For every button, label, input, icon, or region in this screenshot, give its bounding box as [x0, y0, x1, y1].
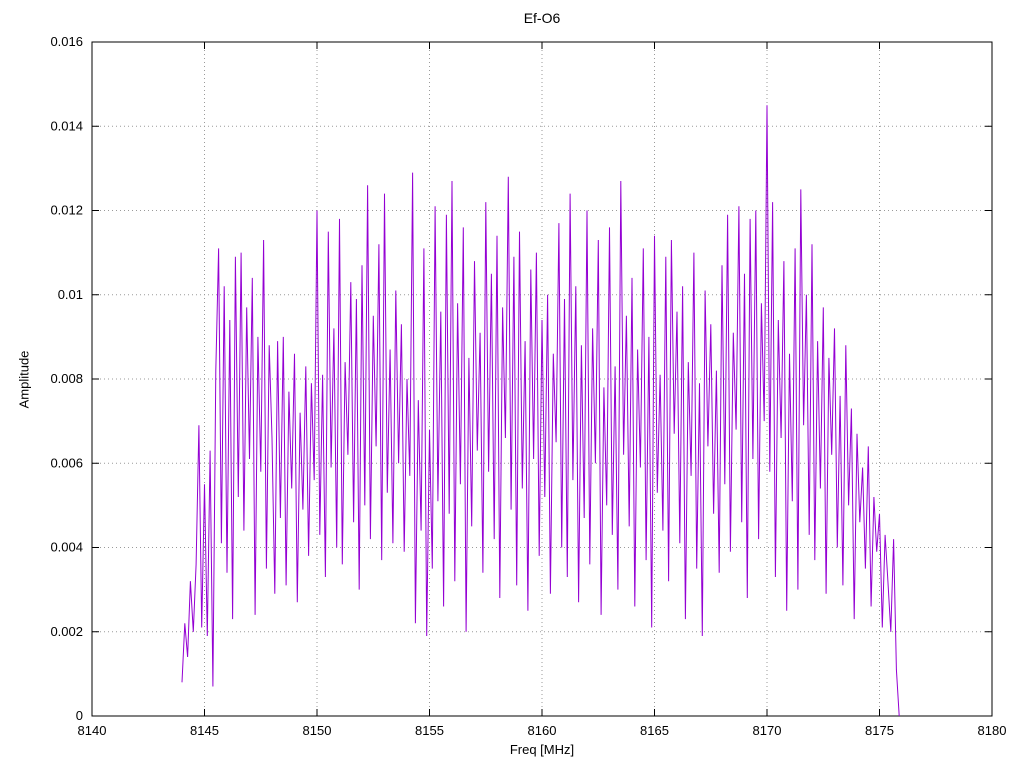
x-tick-label: 8150 — [303, 723, 332, 738]
y-tick-label: 0.014 — [50, 118, 83, 133]
y-tick-label: 0 — [76, 708, 83, 723]
spectrum-line — [181, 105, 900, 717]
y-tick-label: 0.01 — [58, 287, 83, 302]
x-tick-label: 8160 — [528, 723, 557, 738]
x-tick-label: 8165 — [640, 723, 669, 738]
y-tick-label: 0.002 — [50, 624, 83, 639]
x-tick-label: 8155 — [415, 723, 444, 738]
y-axis-label: Amplitude — [16, 350, 32, 409]
x-tick-label: 8140 — [78, 723, 107, 738]
plot-border — [91, 41, 993, 717]
y-tick-label: 0.016 — [50, 34, 83, 49]
x-axis-label: Freq [MHz] — [509, 742, 575, 757]
y-tick-label: 0.004 — [50, 540, 83, 555]
x-tick-label: 8175 — [865, 723, 894, 738]
y-tick-label: 0.006 — [50, 455, 83, 470]
y-tick-label: 0.008 — [50, 371, 83, 386]
x-tick-label: 8145 — [190, 723, 219, 738]
chart-title: Ef-O6 — [523, 10, 561, 26]
x-tick-label: 8180 — [978, 723, 1007, 738]
x-tick-label: 8170 — [753, 723, 782, 738]
y-tick-label: 0.012 — [50, 203, 83, 218]
